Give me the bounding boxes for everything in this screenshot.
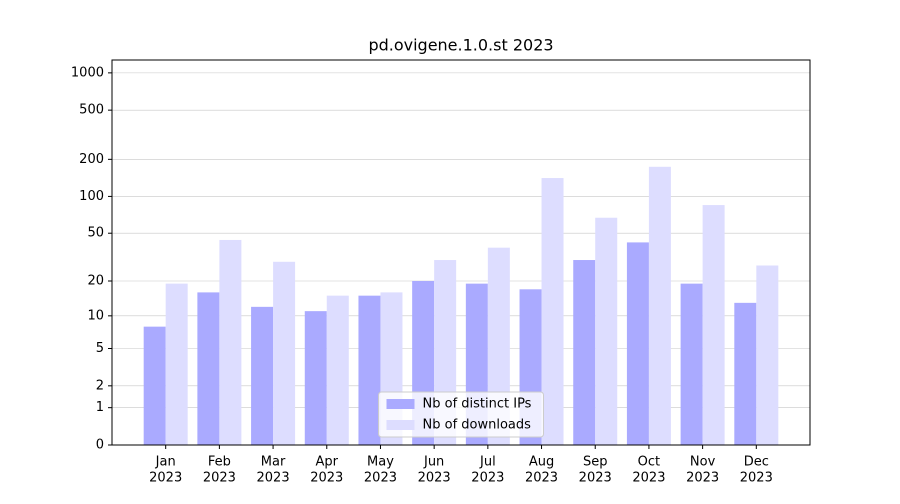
bar	[273, 261, 296, 445]
x-tick-label: Jul	[479, 455, 496, 470]
x-tick-label: Nov	[690, 455, 716, 470]
x-tick-label: 2023	[364, 471, 397, 486]
legend: Nb of distinct IPs Nb of downloads	[378, 391, 544, 438]
x-tick-label: 2023	[257, 471, 290, 486]
x-tick-label: 2023	[149, 471, 182, 486]
bar	[756, 265, 779, 445]
y-tick-label: 100	[79, 189, 104, 204]
x-tick-label: Apr	[316, 455, 339, 470]
x-tick-label: Sep	[583, 455, 608, 470]
bar	[702, 205, 725, 445]
x-tick-label: 2023	[525, 471, 558, 486]
bar	[197, 292, 220, 445]
legend-swatch	[386, 399, 415, 409]
bar	[165, 283, 188, 445]
plot-frame	[111, 59, 811, 446]
legend-swatch	[386, 420, 415, 430]
y-tick-label: 500	[79, 103, 104, 118]
bar	[573, 260, 596, 445]
bars	[143, 166, 779, 446]
axes: 01251020501002005001000Jan2023Feb2023Mar…	[71, 65, 773, 485]
bar	[680, 283, 703, 445]
bar	[358, 295, 381, 445]
x-tick-label: 2023	[579, 471, 612, 486]
bar	[648, 166, 671, 445]
legend-label: Nb of downloads	[423, 418, 532, 433]
y-tick-label: 1000	[71, 65, 104, 80]
x-tick-label: Aug	[529, 455, 554, 470]
legend-label: Nb of distinct IPs	[423, 397, 532, 412]
x-tick-label: Feb	[208, 455, 231, 470]
x-tick-label: 2023	[203, 471, 236, 486]
chart-title: pd.ovigene.1.0.st 2023	[368, 36, 553, 55]
x-tick-label: Oct	[638, 455, 660, 470]
bar	[626, 242, 649, 445]
legend-box	[378, 391, 544, 438]
bar	[595, 217, 618, 445]
y-tick-label: 5	[96, 341, 104, 356]
y-tick-label: 50	[87, 226, 104, 241]
x-tick-label: Jan	[155, 455, 176, 470]
x-tick-label: 2023	[418, 471, 451, 486]
x-tick-label: Jun	[423, 455, 444, 470]
x-tick-label: 2023	[310, 471, 343, 486]
x-tick-label: Mar	[261, 455, 286, 470]
bar	[541, 178, 564, 446]
y-tick-label: 1	[96, 400, 104, 415]
x-tick-label: 2023	[686, 471, 719, 486]
y-tick-label: 0	[96, 438, 104, 453]
x-tick-label: 2023	[632, 471, 665, 486]
x-tick-label: 2023	[740, 471, 773, 486]
y-tick-label: 2	[96, 378, 104, 393]
x-tick-label: 2023	[471, 471, 504, 486]
bar	[219, 239, 242, 445]
y-tick-label: 20	[87, 274, 104, 289]
y-tick-label: 10	[87, 308, 104, 323]
x-tick-label: May	[367, 455, 394, 470]
bar	[251, 306, 274, 445]
bar	[734, 302, 757, 445]
bar	[143, 326, 166, 445]
y-tick-label: 200	[79, 152, 104, 167]
x-tick-label: Dec	[744, 455, 769, 470]
bar	[304, 311, 327, 445]
bar	[326, 295, 349, 445]
